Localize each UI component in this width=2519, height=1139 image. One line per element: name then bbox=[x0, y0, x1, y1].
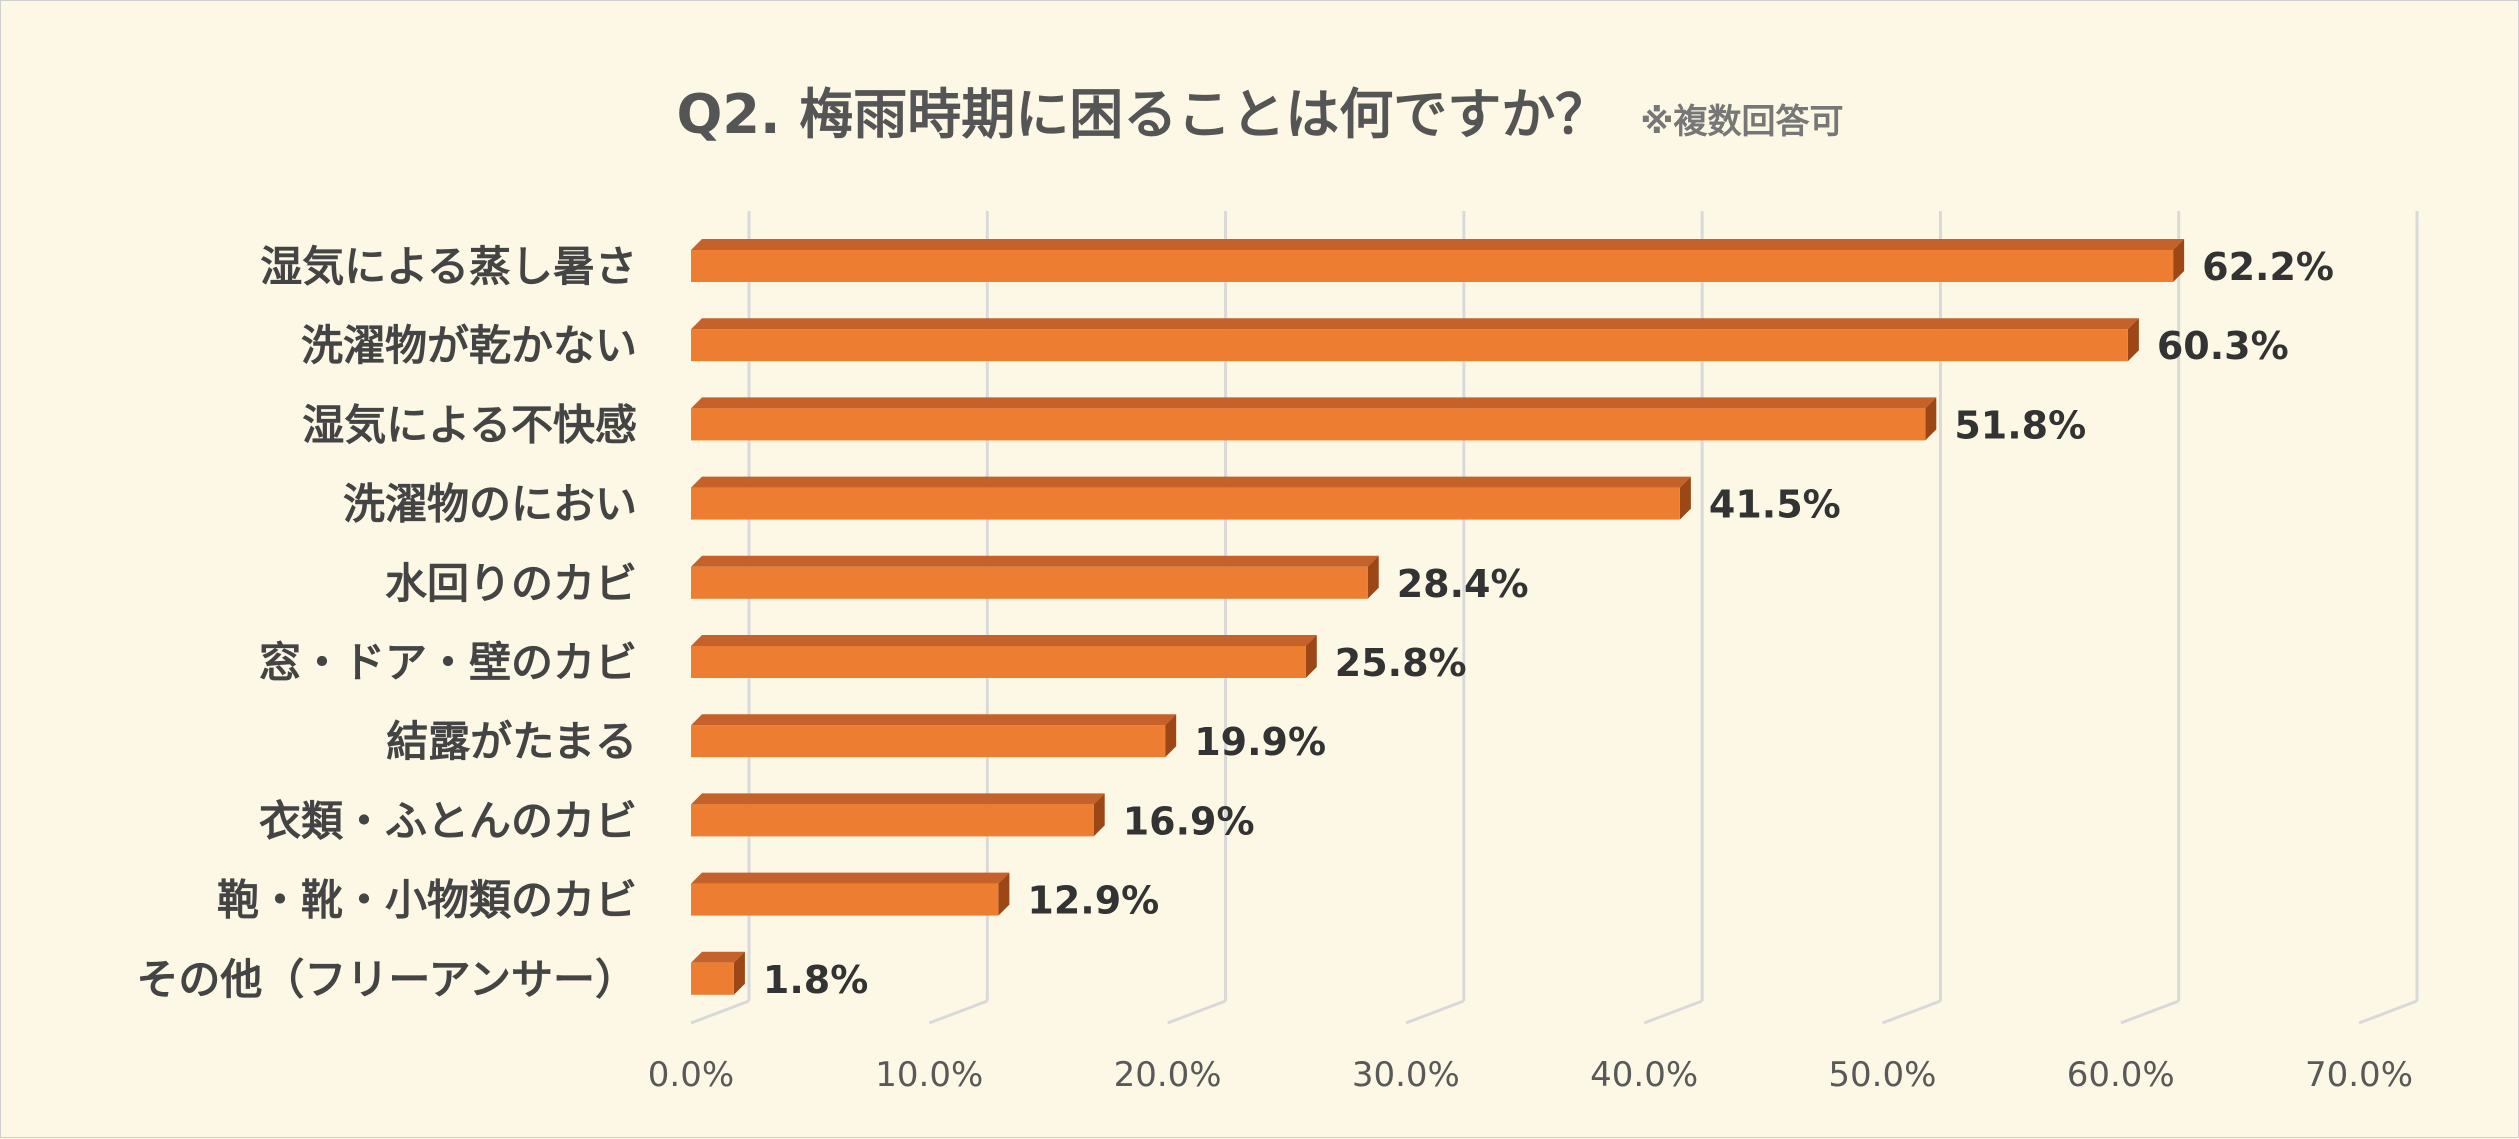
bar bbox=[691, 566, 1368, 599]
bar bbox=[691, 487, 1680, 520]
bar-top bbox=[691, 872, 1010, 884]
x-tick-label: 60.0% bbox=[2067, 1055, 2175, 1095]
category-label: 水回りのカビ bbox=[385, 559, 637, 608]
bar bbox=[691, 883, 999, 916]
gridline-floor-1 bbox=[928, 999, 988, 1025]
data-label: 28.4% bbox=[1397, 562, 1529, 606]
bar bbox=[691, 408, 1926, 441]
category-label: 鞄・靴・小物類のカビ bbox=[217, 876, 637, 925]
category-label: 衣類・ふとんのカビ bbox=[259, 796, 637, 845]
gridline-floor-0 bbox=[690, 999, 750, 1025]
bar bbox=[691, 962, 734, 995]
bars bbox=[691, 239, 2185, 995]
bar-top bbox=[691, 318, 2139, 330]
chart-subtitle: ※複数回答可 bbox=[1640, 102, 1843, 142]
x-tick-label: 70.0% bbox=[2305, 1055, 2413, 1095]
category-label: 湿気による蒸し暑さ bbox=[260, 242, 637, 291]
category-label: 窓・ドア・壁のカビ bbox=[259, 638, 637, 687]
bar-side bbox=[733, 951, 745, 995]
labels: 0.0% 10.0% 20.0% 30.0% 40.0% 50.0% 60.0% 70.0% 湿… bbox=[136, 242, 2413, 1095]
category-label: 洗濯物が乾かない bbox=[301, 321, 637, 370]
gridline-floor-4 bbox=[1643, 999, 1703, 1025]
bar-top bbox=[691, 239, 2185, 250]
gridline-floor-3 bbox=[1405, 999, 1465, 1025]
data-label: 62.2% bbox=[2202, 245, 2334, 289]
bar-side bbox=[1093, 793, 1105, 837]
bar bbox=[691, 804, 1094, 837]
bar-top bbox=[691, 555, 1379, 567]
category-label: 湿気による不快感 bbox=[302, 400, 637, 449]
category-label: 洗濯物のにおい bbox=[343, 480, 637, 529]
bar-side bbox=[2173, 239, 2185, 282]
bar-top bbox=[691, 476, 1691, 488]
x-tick-label: 50.0% bbox=[1828, 1055, 1936, 1095]
bar bbox=[691, 646, 1306, 678]
gridline-floor-6 bbox=[2120, 999, 2180, 1025]
gridline-floor-7 bbox=[2358, 999, 2418, 1025]
x-tick-label: 0.0% bbox=[648, 1055, 734, 1095]
chart-title-main: Q2. 梅雨時期に困ることは何ですか？ bbox=[677, 83, 1610, 146]
data-label: 12.9% bbox=[1027, 879, 1159, 923]
category-label: 結露がたまる bbox=[386, 717, 637, 766]
data-label: 19.9% bbox=[1194, 720, 1326, 764]
chart-title: Q2. 梅雨時期に困ることは何ですか？ ※複数回答可 bbox=[677, 83, 1844, 146]
bar-top bbox=[691, 635, 1317, 646]
x-tick-label: 30.0% bbox=[1352, 1055, 1460, 1095]
x-tick-label: 10.0% bbox=[875, 1055, 983, 1095]
gridline-floor-5 bbox=[1881, 999, 1941, 1025]
data-label: 25.8% bbox=[1335, 641, 1467, 685]
bar-top bbox=[691, 714, 1177, 726]
bar-side bbox=[1367, 555, 1379, 599]
bar-top bbox=[691, 793, 1105, 805]
category-label: その他（フリーアンサー） bbox=[136, 955, 637, 1004]
bar-top bbox=[691, 397, 1937, 409]
gridline-floor-2 bbox=[1167, 999, 1227, 1025]
bar bbox=[691, 250, 2174, 282]
data-label: 16.9% bbox=[1123, 799, 1255, 843]
bar-top bbox=[691, 951, 745, 963]
data-label: 51.8% bbox=[1954, 403, 2086, 447]
bar-side bbox=[2127, 318, 2139, 362]
x-tick-label: 40.0% bbox=[1590, 1055, 1698, 1095]
bar-side bbox=[1305, 635, 1317, 678]
data-label: 41.5% bbox=[1709, 483, 1841, 527]
x-tick-label: 20.0% bbox=[1114, 1055, 1222, 1095]
data-label: 60.3% bbox=[2157, 324, 2289, 368]
bar-side bbox=[1925, 397, 1937, 441]
bar bbox=[691, 329, 2128, 362]
bar-side bbox=[1679, 476, 1691, 520]
bar-side bbox=[998, 872, 1010, 916]
bar-side bbox=[1165, 714, 1177, 758]
data-label: 1.8% bbox=[763, 958, 868, 1002]
bar bbox=[691, 725, 1166, 758]
